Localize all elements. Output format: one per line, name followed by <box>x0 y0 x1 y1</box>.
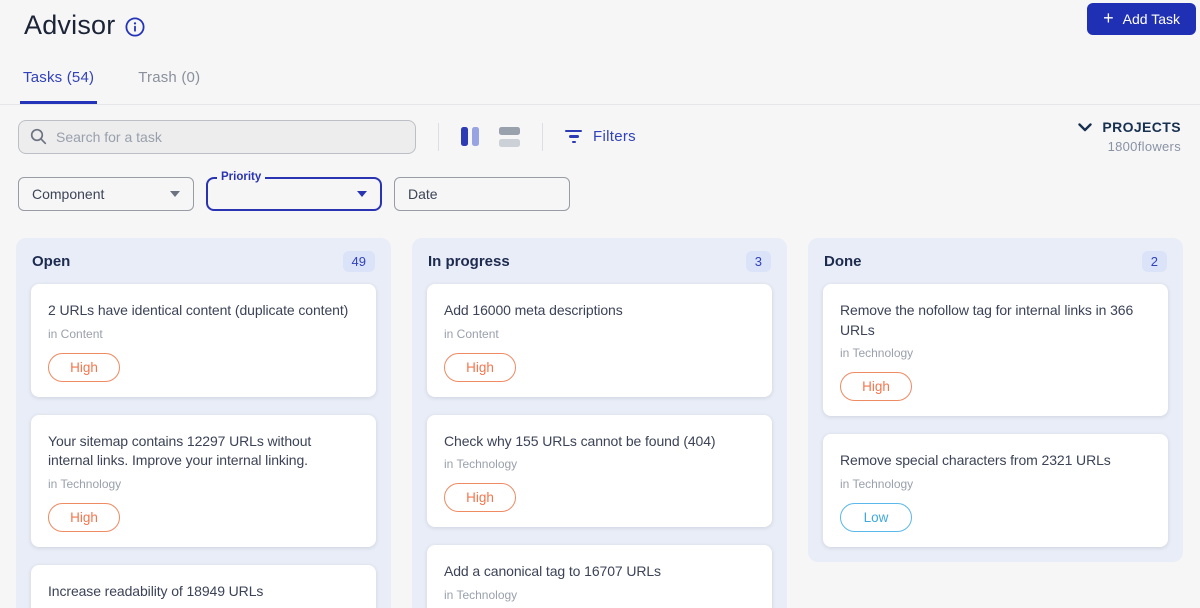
chevron-down-icon <box>170 191 180 197</box>
toolbar: Filters PROJECTS 1800flowers <box>0 105 1200 154</box>
task-title: Remove special characters from 2321 URLs <box>840 452 1111 469</box>
priority-filter-select[interactable]: Priority <box>206 171 382 211</box>
page-title: Advisor <box>24 10 116 40</box>
component-filter-label: Component <box>32 186 105 202</box>
task-card[interactable]: Remove the nofollow tag for internal lin… <box>823 284 1168 417</box>
chevron-down-icon <box>357 191 367 197</box>
column-count-badge: 49 <box>342 251 375 272</box>
task-component: in Content <box>444 326 499 341</box>
task-component: in Technology <box>444 457 518 472</box>
task-card[interactable]: Check why 155 URLs cannot be found (404)… <box>427 414 772 528</box>
column-cards: Add 16000 meta descriptions in Content H… <box>427 284 772 608</box>
task-card[interactable]: Increase readability of 18949 URLs in Co… <box>31 564 376 608</box>
task-card[interactable]: 2 URLs have identical content (duplicate… <box>31 284 376 397</box>
task-component: in Technology <box>444 587 518 602</box>
task-component: in Technology <box>840 346 914 361</box>
search-input[interactable] <box>56 128 404 145</box>
search-icon <box>30 128 47 145</box>
task-component: in Content <box>48 326 103 341</box>
filters-button[interactable]: Filters <box>565 128 636 145</box>
column-header: Open 49 <box>31 238 376 284</box>
priority-badge: High <box>48 352 120 382</box>
task-card[interactable]: Add 16000 meta descriptions in Content H… <box>427 284 772 397</box>
board-column: Open 49 2 URLs have identical content (d… <box>16 238 391 608</box>
column-header: Done 2 <box>823 238 1168 284</box>
board-column: In progress 3 Add 16000 meta description… <box>412 238 787 608</box>
task-title: Check why 155 URLs cannot be found (404) <box>444 432 716 449</box>
component-filter-select[interactable]: Component <box>18 177 194 211</box>
filter-row: Component Priority Date <box>0 154 1200 211</box>
task-title: 2 URLs have identical content (duplicate… <box>48 302 349 318</box>
view-toggles <box>461 126 520 147</box>
column-title: In progress <box>428 253 510 270</box>
task-title: Remove the nofollow tag for internal lin… <box>840 302 1134 338</box>
task-card[interactable]: Your sitemap contains 12297 URLs without… <box>31 414 376 547</box>
priority-badge: High <box>444 352 516 382</box>
date-filter-input[interactable]: Date <box>394 177 570 211</box>
plus-icon: + <box>1103 8 1114 28</box>
divider <box>438 122 439 151</box>
divider <box>542 122 543 151</box>
search-box[interactable] <box>18 119 416 154</box>
priority-badge: High <box>48 502 120 532</box>
task-card[interactable]: Remove special characters from 2321 URLs… <box>823 434 1168 547</box>
board-column: Done 2 Remove the nofollow tag for inter… <box>808 238 1183 562</box>
task-component: in Technology <box>48 476 122 491</box>
task-component: in Technology <box>840 476 914 491</box>
project-name: 1800flowers <box>1107 139 1181 154</box>
column-title: Open <box>32 253 71 270</box>
priority-filter-label: Priority <box>217 171 266 183</box>
kanban-view-icon[interactable] <box>461 127 479 146</box>
tab-trash[interactable]: Trash (0) <box>138 69 201 86</box>
add-task-label: Add Task <box>1122 11 1180 27</box>
projects-block: PROJECTS 1800flowers <box>1078 119 1181 154</box>
column-cards: 2 URLs have identical content (duplicate… <box>31 284 376 608</box>
list-view-icon[interactable] <box>499 126 520 147</box>
projects-dropdown[interactable]: PROJECTS <box>1078 119 1181 135</box>
page-header: Advisor + Add Task <box>0 0 1200 41</box>
column-count-badge: 3 <box>745 251 771 272</box>
filters-label: Filters <box>593 128 636 145</box>
task-title: Add a canonical tag to 16707 URLs <box>444 563 661 580</box>
priority-badge: Low <box>840 502 912 532</box>
tab-tasks[interactable]: Tasks (54) <box>20 69 98 104</box>
task-title: Add 16000 meta descriptions <box>444 302 623 318</box>
task-card[interactable]: Add a canonical tag to 16707 URLs in Tec… <box>427 545 772 608</box>
kanban-board: Open 49 2 URLs have identical content (d… <box>0 211 1200 608</box>
priority-badge: High <box>840 372 912 402</box>
column-count-badge: 2 <box>1141 251 1167 272</box>
task-title: Increase readability of 18949 URLs <box>48 582 264 599</box>
column-title: Done <box>824 253 862 270</box>
column-cards: Remove the nofollow tag for internal lin… <box>823 284 1168 547</box>
info-icon[interactable] <box>125 16 145 37</box>
filter-icon <box>565 129 582 144</box>
priority-badge: High <box>444 483 516 513</box>
chevron-down-icon <box>1078 122 1093 131</box>
date-filter-label: Date <box>408 186 438 202</box>
add-task-button[interactable]: + Add Task <box>1087 3 1196 35</box>
projects-label: PROJECTS <box>1102 119 1181 135</box>
column-header: In progress 3 <box>427 238 772 284</box>
task-title: Your sitemap contains 12297 URLs without… <box>48 432 312 469</box>
tab-bar: Tasks (54) Trash (0) <box>0 41 1200 105</box>
